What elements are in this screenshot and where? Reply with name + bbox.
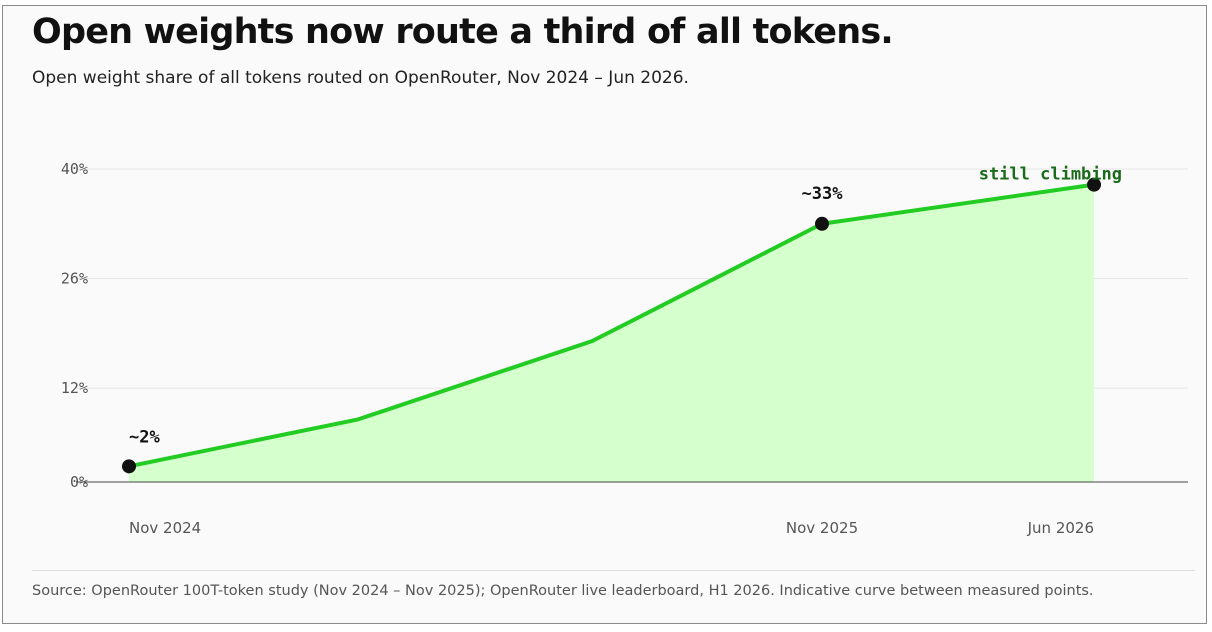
chart-subtitle: Open weight share of all tokens routed o… — [32, 68, 689, 88]
data-label: still climbing — [979, 165, 1122, 185]
source-note: Source: OpenRouter 100T-token study (Nov… — [32, 583, 1094, 599]
y-tick-label: 26% — [61, 270, 88, 288]
data-label: ~33% — [802, 184, 844, 204]
footer-divider — [32, 570, 1195, 571]
x-tick-label: Jun 2026 — [1027, 519, 1094, 537]
y-tick-label: 40% — [61, 160, 88, 178]
data-label: ~2% — [129, 427, 160, 447]
y-tick-label: 0% — [70, 473, 88, 491]
x-tick-label: Nov 2025 — [786, 519, 858, 537]
chart-title: Open weights now route a third of all to… — [32, 12, 894, 52]
data-point-marker — [1087, 177, 1101, 192]
y-axis-ticks: 0% 12% 26% 40% — [61, 160, 88, 491]
x-axis-ticks: Nov 2024 Nov 2025 Jun 2026 — [129, 519, 1094, 537]
data-point-marker — [122, 459, 136, 474]
x-tick-label: Nov 2024 — [129, 519, 201, 537]
y-tick-label: 12% — [61, 379, 88, 397]
series-line — [127, 182, 1096, 469]
data-point-marker — [815, 216, 829, 231]
data-markers: ~2% ~33% still climbing — [122, 165, 1122, 474]
